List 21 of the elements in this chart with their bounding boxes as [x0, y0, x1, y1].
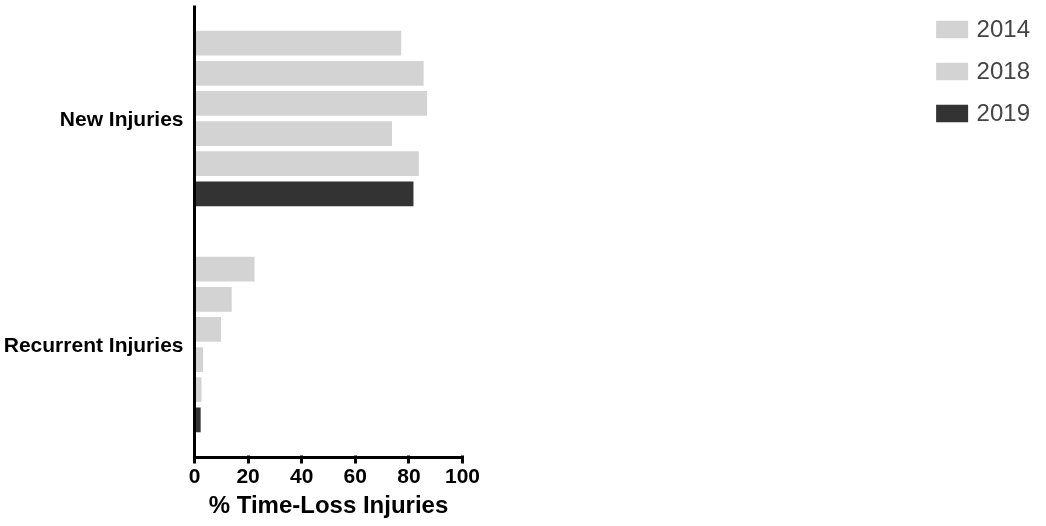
bar	[194, 181, 414, 207]
y-tick-label: Recurrent Injuries	[3, 333, 184, 356]
x-tick-label: 20	[236, 463, 260, 487]
bar	[194, 121, 393, 146]
bar	[194, 60, 424, 86]
x-tick-label: 80	[397, 463, 421, 487]
bar	[194, 286, 232, 312]
legend-label: 2018	[976, 57, 1030, 85]
x-tick-label: 40	[290, 463, 314, 487]
x-tick-label: 100	[444, 463, 481, 487]
bar	[194, 317, 222, 342]
x-tick-label: 0	[188, 463, 201, 487]
bar	[194, 256, 255, 282]
x-axis-title: % Time-Loss Injuries	[208, 490, 449, 518]
bar	[194, 30, 402, 56]
legend-label: 2019	[976, 99, 1030, 127]
legend-label: 2014	[976, 15, 1030, 43]
x-tick-label: 60	[343, 463, 367, 487]
bar	[194, 151, 419, 177]
bar	[194, 91, 428, 116]
y-tick-label: New Injuries	[59, 107, 184, 130]
